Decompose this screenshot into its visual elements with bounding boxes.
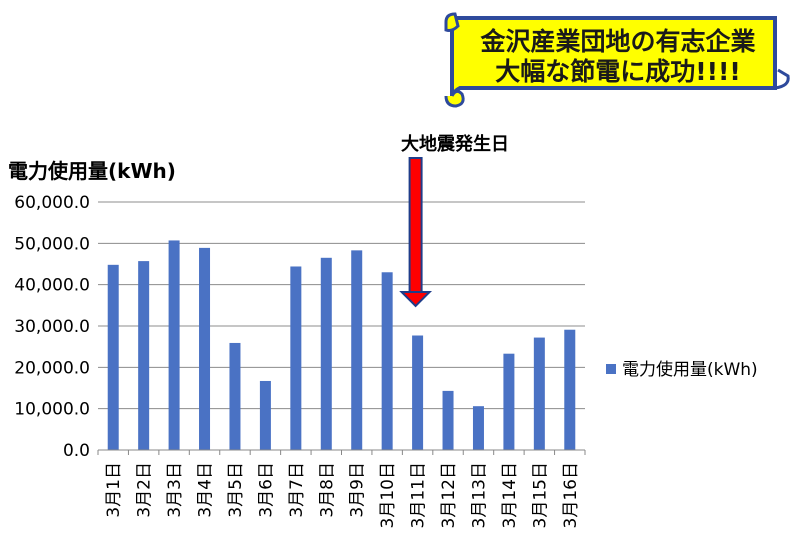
bar <box>229 342 241 450</box>
bar <box>168 240 180 450</box>
y-tick-label: 40,000.0 <box>14 276 90 296</box>
x-tick-label: 3月13日 <box>469 462 489 528</box>
y-tick-label: 20,000.0 <box>14 358 90 378</box>
annotation-label: 大地震発生日 <box>401 133 509 155</box>
bar <box>533 337 545 450</box>
bar <box>290 266 302 450</box>
bar <box>412 335 424 450</box>
bar <box>199 247 211 450</box>
arrow-shaft <box>408 157 423 293</box>
x-tick-label: 3月1日 <box>104 462 124 518</box>
x-tick-label: 3月3日 <box>165 462 185 518</box>
bar <box>442 390 454 450</box>
x-tick-label: 3月7日 <box>287 462 307 518</box>
bar <box>503 353 515 450</box>
x-tick-label: 3月5日 <box>226 462 246 518</box>
bars <box>107 240 576 450</box>
y-tick-label: 0.0 <box>63 441 90 461</box>
x-tick-label: 3月4日 <box>196 462 216 518</box>
bar <box>564 329 576 450</box>
y-tick-label: 60,000.0 <box>14 193 90 213</box>
scroll-curl-right <box>774 68 790 90</box>
x-tick-label: 3月14日 <box>500 462 520 528</box>
x-tick-label: 3月9日 <box>348 462 368 518</box>
x-tick-labels: 3月1日 3月2日 3月3日 3月4日 3月5日 3月6日 3月7日 3月8日 3月9日 3月10… <box>104 462 581 528</box>
y-tick-label: 30,000.0 <box>14 317 90 337</box>
x-tick-label: 3月16日 <box>561 462 581 528</box>
chart-title: 電力使用量(kWh) <box>8 159 176 183</box>
x-tick-label: 3月11日 <box>409 462 429 528</box>
bar <box>472 406 484 450</box>
bar <box>320 257 332 450</box>
scroll-curl-top <box>444 12 460 32</box>
x-tick-label: 3月10日 <box>378 462 398 528</box>
y-tick-labels: 0.0 10,000.0 20,000.0 30,000.0 40,000.0 50,00… <box>14 193 90 461</box>
bar <box>107 264 119 450</box>
legend-swatch <box>606 364 616 374</box>
legend-label: 電力使用量(kWh) <box>622 359 758 380</box>
y-tick-label: 10,000.0 <box>14 400 90 420</box>
y-tick-label: 50,000.0 <box>14 234 90 254</box>
banner-line-2: 大幅な節電に成功!!!! <box>495 57 741 86</box>
banner-line-1: 金沢産業団地の有志企業 <box>479 27 755 56</box>
x-tick-label: 3月12日 <box>439 462 459 528</box>
x-tick-label: 3月8日 <box>317 462 337 518</box>
bar <box>381 272 393 450</box>
down-arrow-icon <box>399 157 433 308</box>
x-tick-label: 3月15日 <box>530 462 550 528</box>
x-tick-label: 3月6日 <box>256 462 276 518</box>
x-tick-label: 3月2日 <box>135 462 155 518</box>
scroll-curl-bottom <box>444 89 465 108</box>
bar <box>138 261 150 450</box>
arrow-head <box>399 291 433 308</box>
headline-banner: 金沢産業団地の有志企業 大幅な節電に成功!!!! <box>444 12 790 108</box>
bar <box>259 380 271 450</box>
bar <box>351 250 363 450</box>
